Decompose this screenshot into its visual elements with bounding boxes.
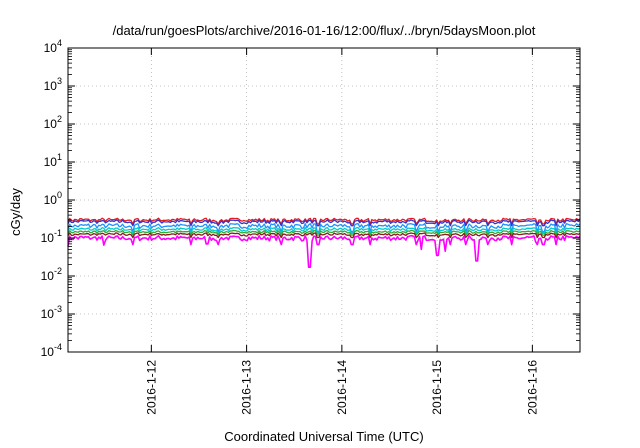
grid-lines — [68, 48, 580, 352]
y-tick-label: 101 — [44, 152, 62, 169]
y-tick-label: 103 — [44, 76, 62, 93]
x-tick-label: 2016-1-13 — [240, 360, 254, 415]
series-line — [67, 219, 581, 227]
x-tick-label: 2016-1-14 — [335, 360, 349, 415]
x-tick-label: 2016-1-15 — [430, 360, 444, 415]
chart-title: /data/run/goesPlots/archive/2016-01-16/1… — [113, 23, 536, 38]
x-axis-label: Coordinated Universal Time (UTC) — [224, 429, 423, 444]
y-tick-label: 10-3 — [41, 304, 62, 321]
x-tick-label: 2016-1-16 — [525, 360, 539, 415]
y-tick-label: 104 — [44, 38, 62, 55]
y-tick-label: 10-1 — [41, 228, 62, 245]
series-group — [67, 217, 581, 268]
y-tick-label: 100 — [44, 190, 62, 207]
y-tick-label: 10-2 — [41, 266, 62, 283]
y-ticks: 10-4 10-3 10-2 10-1 100 101 102 103 104 — [41, 38, 580, 359]
series-line — [67, 217, 581, 225]
x-ticks: 2016-1-12 2016-1-13 2016-1-14 2016-1-15 2016… — [144, 48, 539, 415]
y-tick-label: 10-4 — [41, 342, 62, 359]
x-tick-label: 2016-1-12 — [144, 360, 158, 415]
series-line — [67, 226, 581, 234]
series-line — [67, 229, 581, 236]
series-line — [67, 232, 581, 239]
series-line — [67, 222, 581, 233]
y-axis-label: cGy/day — [8, 188, 23, 236]
series-line — [67, 234, 581, 268]
y-tick-label: 102 — [44, 114, 62, 131]
